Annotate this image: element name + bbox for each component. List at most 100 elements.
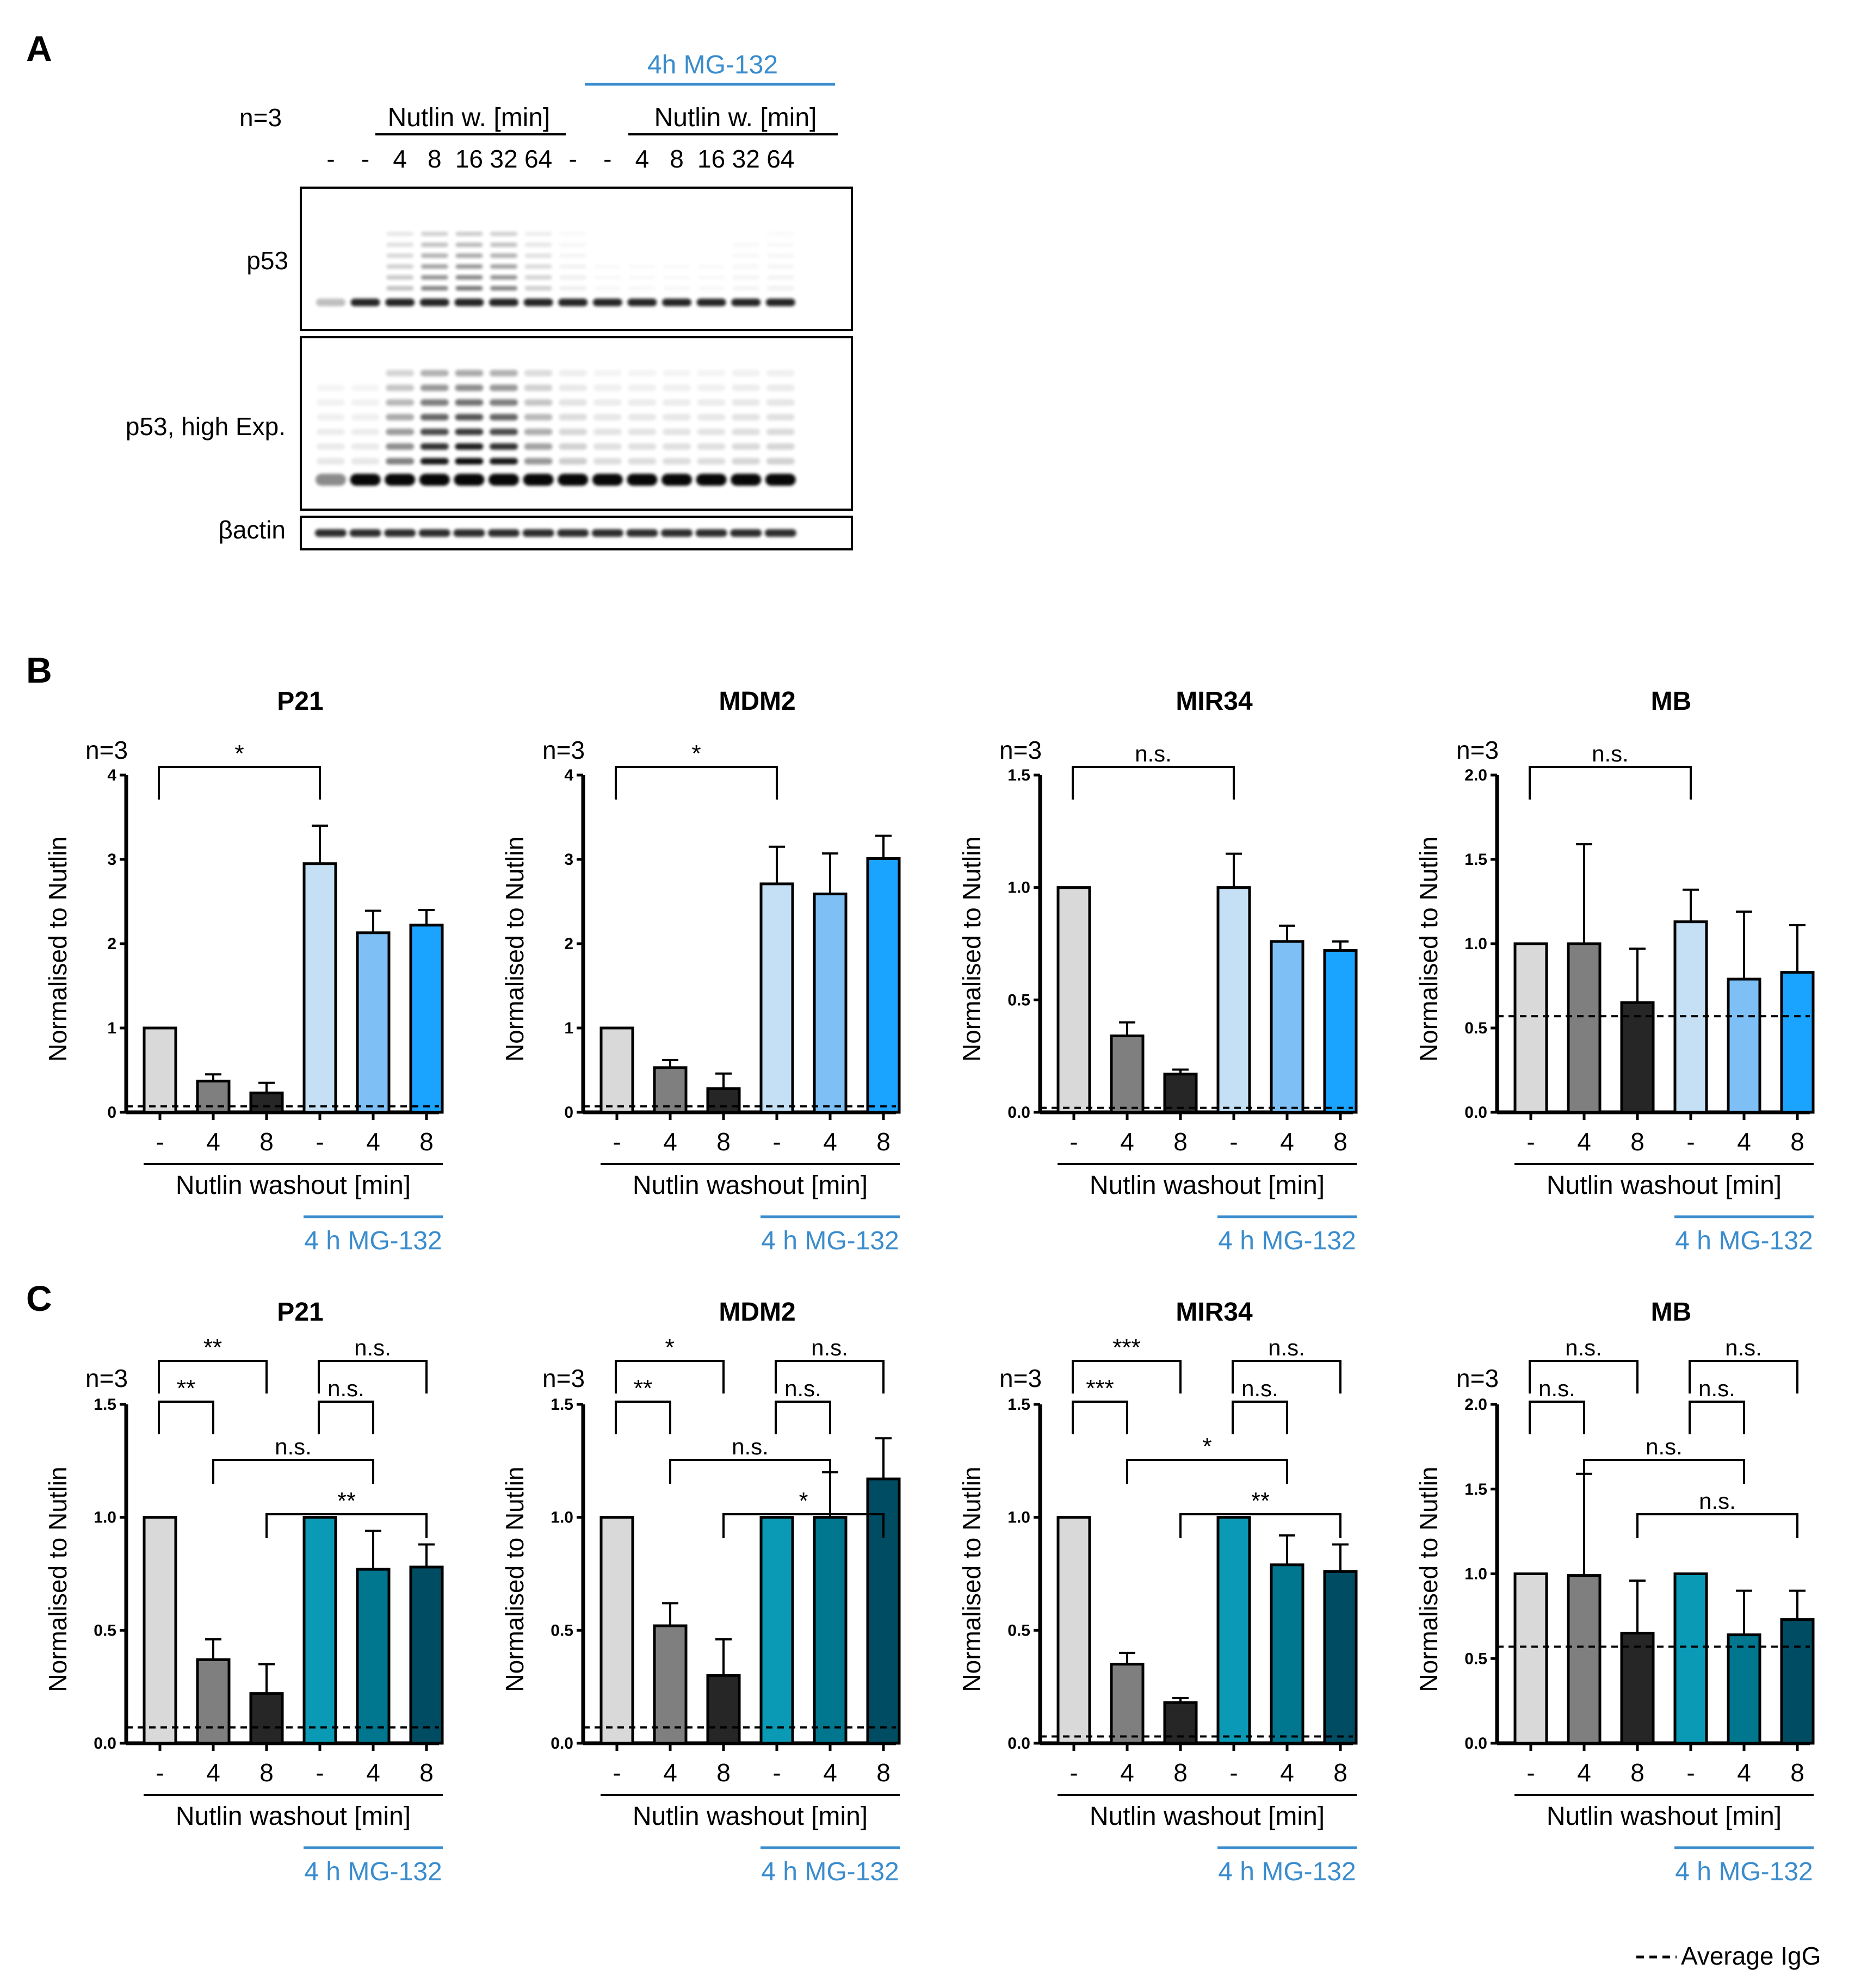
blot-band [593, 385, 622, 391]
blot-lane-label: - [569, 145, 577, 173]
bar [1780, 971, 1815, 1114]
blot-band [663, 275, 690, 280]
y-tick-label: 0 [564, 1104, 573, 1122]
x-axis-label: Nutlin washout [min] [176, 1171, 411, 1200]
blot-band [351, 385, 380, 391]
blot-band [490, 264, 517, 269]
blot-band [490, 414, 518, 420]
y-tick-label: 1.5 [1464, 1481, 1487, 1498]
x-tick-label: - [156, 1758, 164, 1787]
blot-band [317, 414, 345, 420]
blot-band [698, 275, 725, 280]
x-tick-label: 4 [1120, 1758, 1134, 1787]
bar [1056, 1516, 1091, 1745]
x-tick-label: 8 [1333, 1128, 1347, 1156]
significance-label: n.s. [732, 1434, 769, 1459]
blot-band [593, 399, 622, 406]
x-axis-label: Nutlin washout [min] [633, 1802, 868, 1831]
blot-band [663, 370, 691, 376]
significance-label: n.s. [1565, 1335, 1602, 1360]
blot-row-label-p53-high: p53, high Exp. [126, 412, 286, 441]
significance-label: *** [1112, 1334, 1140, 1361]
bar [302, 862, 337, 1114]
blot-lane-label: 64 [524, 145, 552, 173]
blot-band [766, 286, 794, 290]
blot-band [628, 429, 657, 435]
blot-band [663, 399, 691, 406]
blot-row-label-p53: p53 [246, 246, 288, 275]
x-tick-label: - [316, 1128, 324, 1156]
blot-band [594, 264, 621, 269]
blot-lane-label: 8 [428, 145, 442, 173]
blot-band [351, 443, 380, 450]
blot-band [559, 232, 586, 236]
blot-band [730, 529, 762, 537]
blot-band [698, 264, 725, 269]
blot-band [764, 529, 796, 537]
blot-band [695, 529, 727, 537]
x-axis-label: Nutlin washout [min] [1090, 1171, 1325, 1200]
x-tick-label: - [1526, 1758, 1535, 1787]
bar [1056, 886, 1091, 1114]
y-tick-label: 1.0 [94, 1509, 116, 1527]
blot-band [524, 286, 552, 290]
blot-band [559, 429, 588, 435]
bar [249, 1692, 284, 1745]
significance-label: *** [1086, 1375, 1114, 1402]
x-tick-label: - [156, 1128, 164, 1156]
bar [1513, 942, 1548, 1114]
chart-title: MDM2 [719, 1298, 795, 1327]
blot-lane-label: 8 [670, 145, 684, 173]
y-tick-label: 0.5 [94, 1621, 116, 1639]
panel-label-a: A [26, 28, 52, 69]
chart-b-mdm2: MDM2 n=3 Normalised to Nutlin 0 1 2 3 4 - 4 8 - 4 8 Nu… [500, 687, 901, 1255]
blot-band [524, 275, 552, 280]
blot-band [732, 275, 759, 280]
blot-band [385, 474, 416, 486]
blot-band [317, 458, 345, 465]
blot-band [628, 264, 656, 269]
significance-bracket [615, 766, 778, 800]
blot-band [661, 529, 693, 537]
significance-bracket [1126, 1459, 1288, 1484]
blot-band [524, 458, 553, 465]
y-tick-label: 2 [564, 935, 573, 953]
blot-band [418, 529, 450, 537]
significance-bracket [1529, 1401, 1585, 1434]
significance-label: n.s. [1268, 1335, 1305, 1360]
significance-bracket [1232, 1360, 1341, 1394]
bar [599, 1026, 634, 1114]
blot-band [628, 385, 657, 391]
blot-band [558, 299, 588, 306]
chart-c-p21: P21 n=3 Normalised to Nutlin 0.0 0.5 1.0 1.5 - 4… [44, 1298, 444, 1886]
y-tick-label: 1.5 [1007, 1396, 1030, 1414]
blot-band [559, 286, 587, 290]
x-tick-label: 8 [419, 1758, 434, 1787]
blot-band [697, 458, 726, 465]
blot-band [628, 458, 657, 465]
blot-band [315, 529, 347, 537]
bar [1110, 1663, 1145, 1745]
x-tick-label: 8 [419, 1128, 434, 1156]
bar [706, 1087, 741, 1114]
chart-b-mb: MB n=3 Normalised to Nutlin 0.0 0.5 1.0 1.5 2.0… [1414, 687, 1815, 1255]
western-blot: n=3 4h MG-132 Nutlin w. [min] Nutlin w. … [126, 51, 853, 550]
y-tick-label: 1.5 [1464, 851, 1487, 869]
blot-band [559, 414, 588, 420]
blot-band [766, 458, 795, 465]
significance-label: n.s. [1699, 1488, 1736, 1514]
blot-band [421, 243, 448, 247]
chart-title: MIR34 [1176, 1298, 1253, 1327]
blot-band [591, 529, 623, 537]
blot-band [593, 414, 622, 420]
blot-band [663, 429, 691, 435]
blot-band [454, 474, 485, 486]
y-tick-label: 0.0 [1464, 1735, 1487, 1752]
blot-band [663, 414, 691, 420]
bar [653, 1624, 688, 1745]
blot-band [731, 299, 761, 306]
y-tick-label: 0.0 [1007, 1104, 1030, 1122]
bar [1673, 1572, 1708, 1745]
y-tick-label: 0.5 [1007, 1621, 1030, 1639]
